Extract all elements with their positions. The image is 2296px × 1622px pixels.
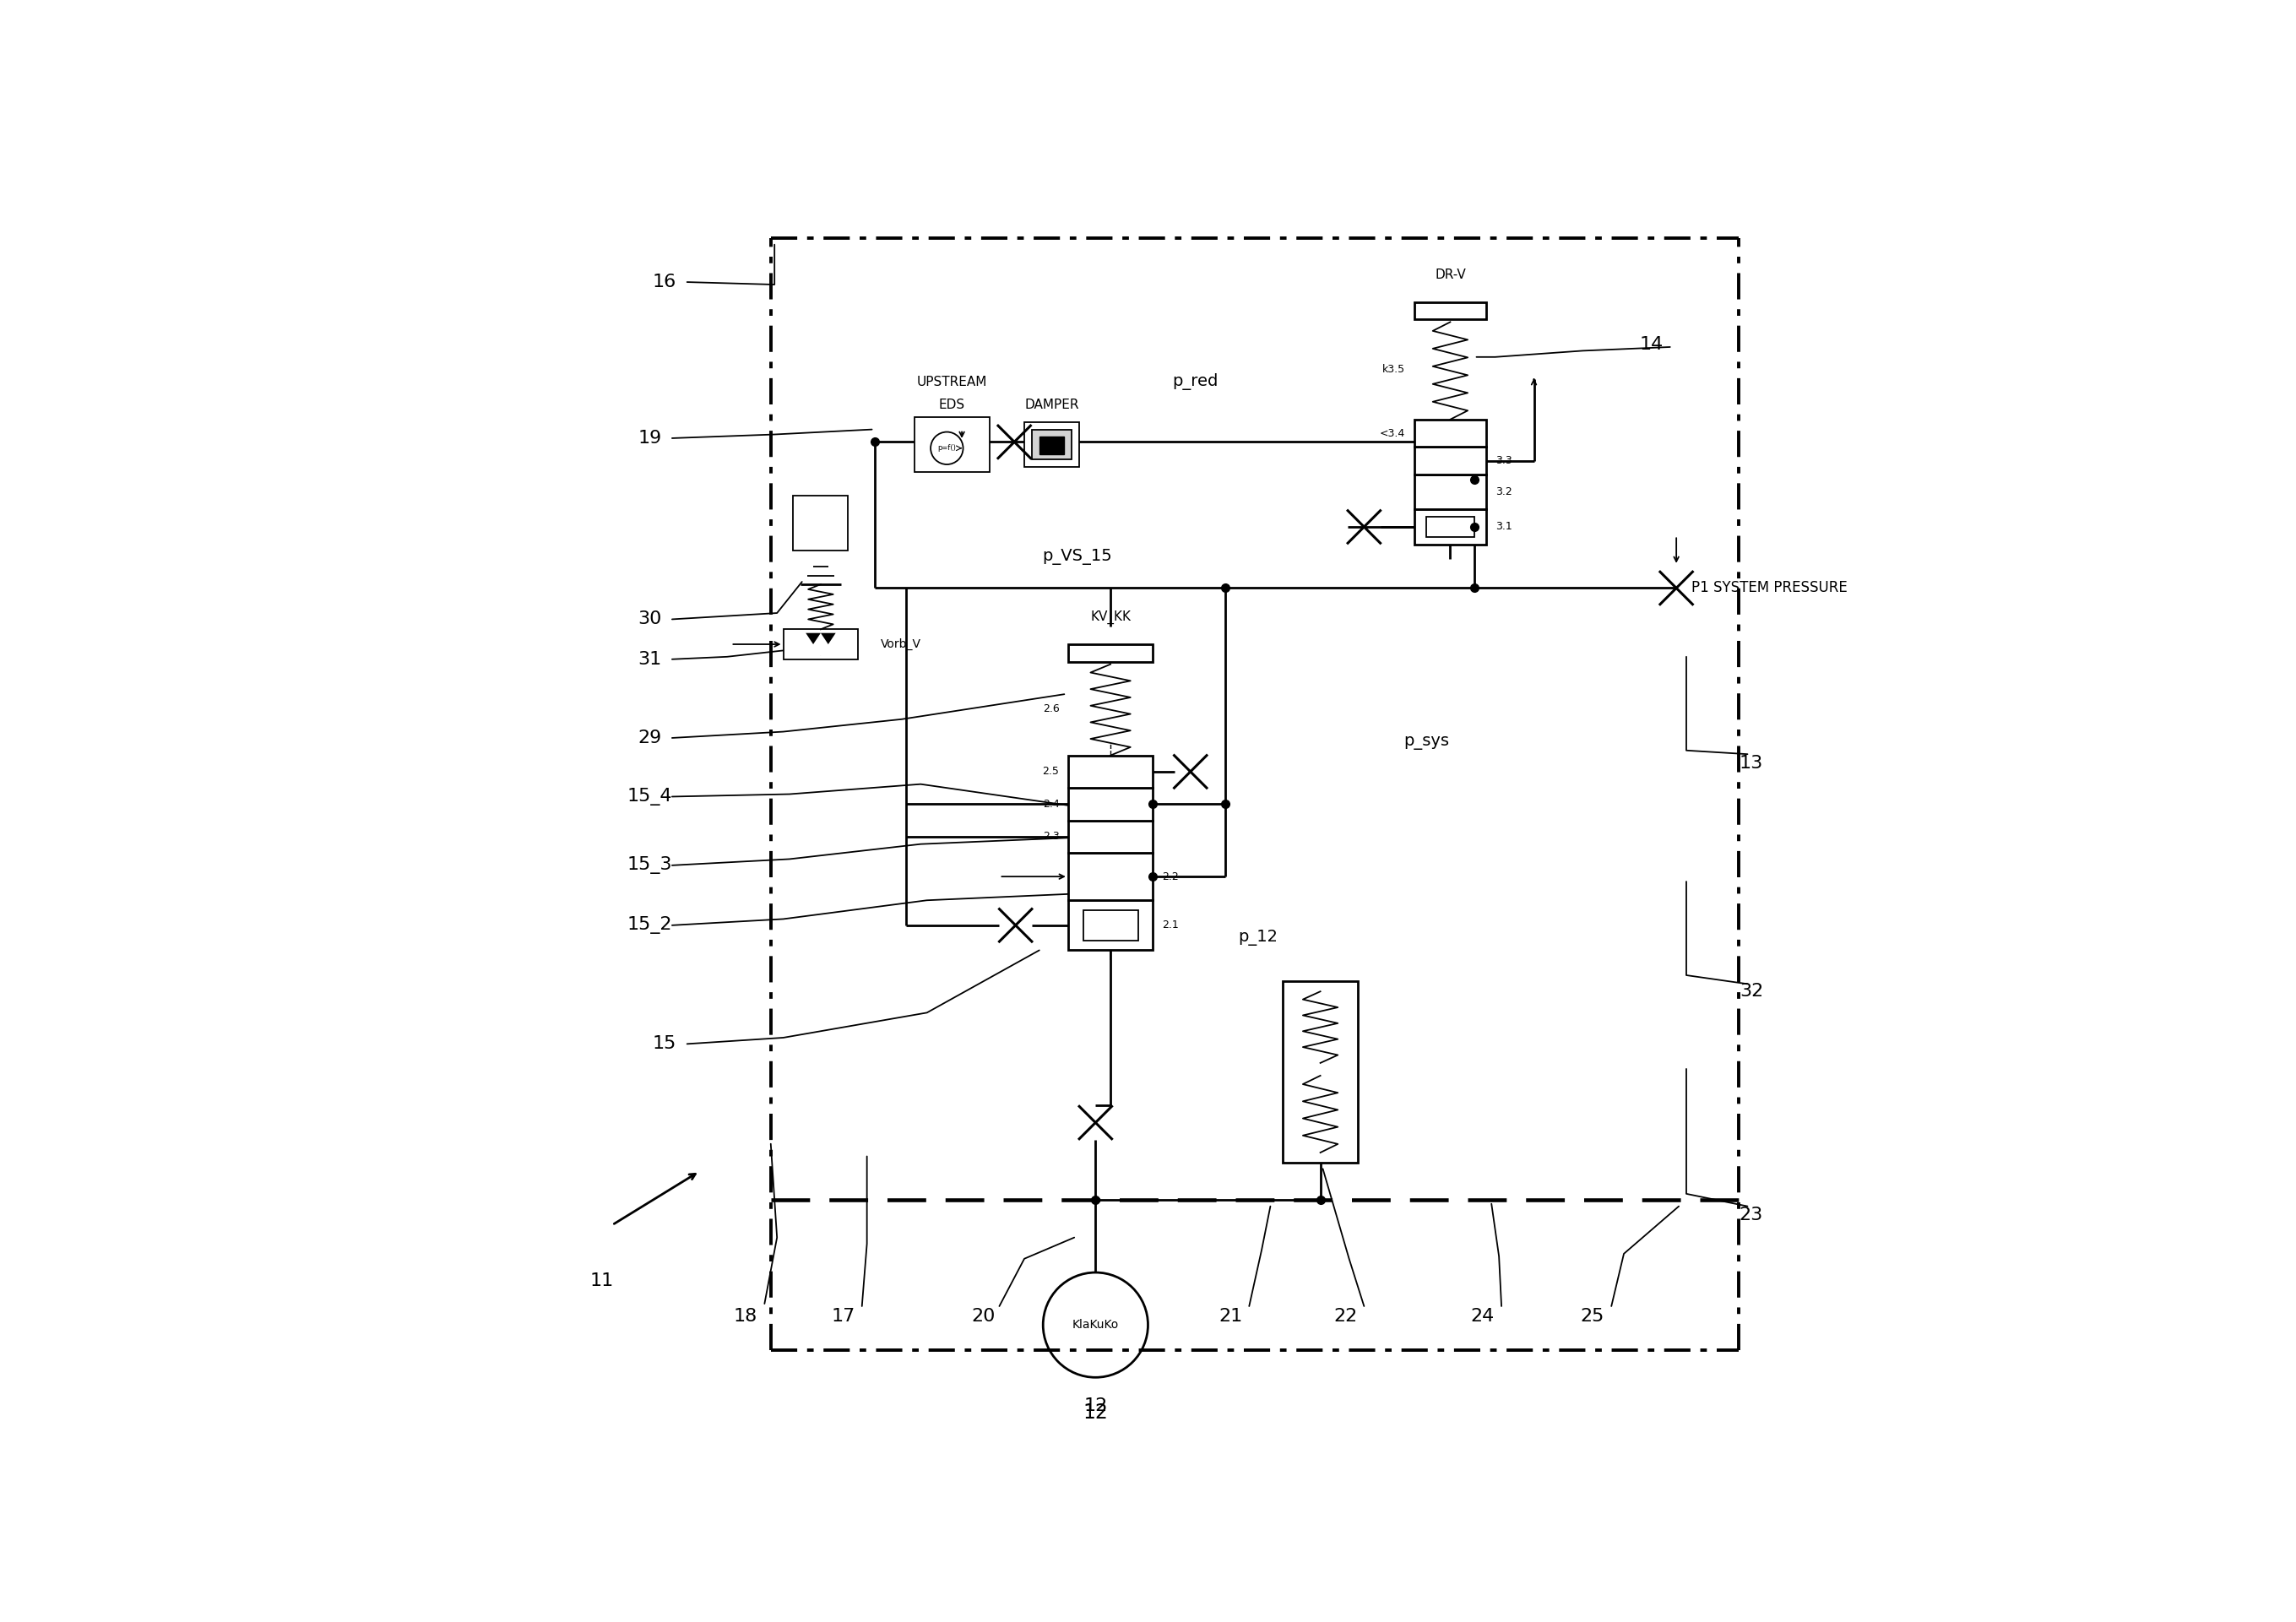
Text: 30: 30 — [638, 611, 661, 628]
Text: 12: 12 — [1084, 1403, 1109, 1422]
Text: KV_KK: KV_KK — [1091, 610, 1130, 623]
Text: P1 SYSTEM PRESSURE: P1 SYSTEM PRESSURE — [1692, 581, 1848, 595]
Bar — [1068, 756, 1153, 788]
Text: 2.3: 2.3 — [1042, 830, 1058, 842]
Text: 3.1: 3.1 — [1495, 521, 1511, 532]
Text: 12: 12 — [1084, 1398, 1107, 1414]
Bar — [1283, 981, 1357, 1163]
Polygon shape — [806, 633, 836, 655]
Bar — [1414, 302, 1486, 320]
Bar — [1031, 430, 1072, 459]
Text: 2.2: 2.2 — [1162, 871, 1178, 882]
Text: <3.4: <3.4 — [1380, 428, 1405, 438]
Text: DAMPER: DAMPER — [1024, 397, 1079, 410]
Text: 17: 17 — [831, 1307, 854, 1325]
Bar — [1414, 420, 1486, 448]
Text: p_12: p_12 — [1238, 929, 1279, 946]
Text: 2.1: 2.1 — [1162, 920, 1178, 931]
Text: KlaKuKo: KlaKuKo — [1072, 1319, 1118, 1330]
Bar — [1414, 448, 1486, 474]
Text: 16: 16 — [652, 274, 677, 290]
Text: 3.3: 3.3 — [1495, 456, 1511, 466]
Text: 14: 14 — [1639, 336, 1662, 354]
Bar — [783, 629, 859, 659]
Text: DR-V: DR-V — [1435, 268, 1465, 281]
Bar — [792, 496, 847, 550]
Bar — [1068, 788, 1153, 821]
Text: 11: 11 — [590, 1273, 613, 1289]
Text: EDS: EDS — [939, 397, 964, 410]
Text: 22: 22 — [1334, 1307, 1357, 1325]
Text: 2.6: 2.6 — [1042, 702, 1058, 714]
Bar — [1084, 910, 1139, 941]
Text: 32: 32 — [1740, 983, 1763, 999]
Bar — [1068, 853, 1153, 900]
Polygon shape — [806, 633, 836, 655]
Bar — [1068, 900, 1153, 950]
Bar — [1068, 644, 1153, 662]
Text: 3.2: 3.2 — [1495, 487, 1511, 498]
Text: Vorb_V: Vorb_V — [882, 639, 921, 650]
Bar — [1414, 509, 1486, 545]
Text: 20: 20 — [971, 1307, 994, 1325]
Text: 24: 24 — [1472, 1307, 1495, 1325]
Text: p_VS_15: p_VS_15 — [1042, 548, 1111, 564]
Text: 21: 21 — [1219, 1307, 1242, 1325]
Bar — [914, 417, 990, 472]
Text: 13: 13 — [1740, 754, 1763, 772]
Text: 15: 15 — [652, 1035, 677, 1053]
Text: 15_2: 15_2 — [627, 916, 673, 934]
Bar — [1068, 821, 1153, 853]
Text: p=f(): p=f() — [937, 444, 955, 453]
Text: 2.5: 2.5 — [1042, 766, 1058, 777]
Bar — [1426, 517, 1474, 537]
Text: 15_3: 15_3 — [627, 856, 673, 874]
Text: 31: 31 — [638, 650, 661, 668]
Text: 23: 23 — [1740, 1207, 1763, 1223]
Text: 2.4: 2.4 — [1042, 798, 1058, 809]
Text: 25: 25 — [1580, 1307, 1605, 1325]
Text: p_red: p_red — [1173, 373, 1219, 391]
Text: p_sys: p_sys — [1403, 733, 1449, 749]
Text: 29: 29 — [638, 730, 661, 746]
Polygon shape — [1040, 436, 1065, 454]
Text: 15_4: 15_4 — [627, 788, 673, 806]
Text: 19: 19 — [638, 430, 661, 446]
Text: k3.5: k3.5 — [1382, 363, 1405, 375]
Text: UPSTREAM: UPSTREAM — [916, 376, 987, 388]
Bar — [1414, 474, 1486, 509]
Text: 18: 18 — [735, 1307, 758, 1325]
Bar — [1024, 422, 1079, 467]
